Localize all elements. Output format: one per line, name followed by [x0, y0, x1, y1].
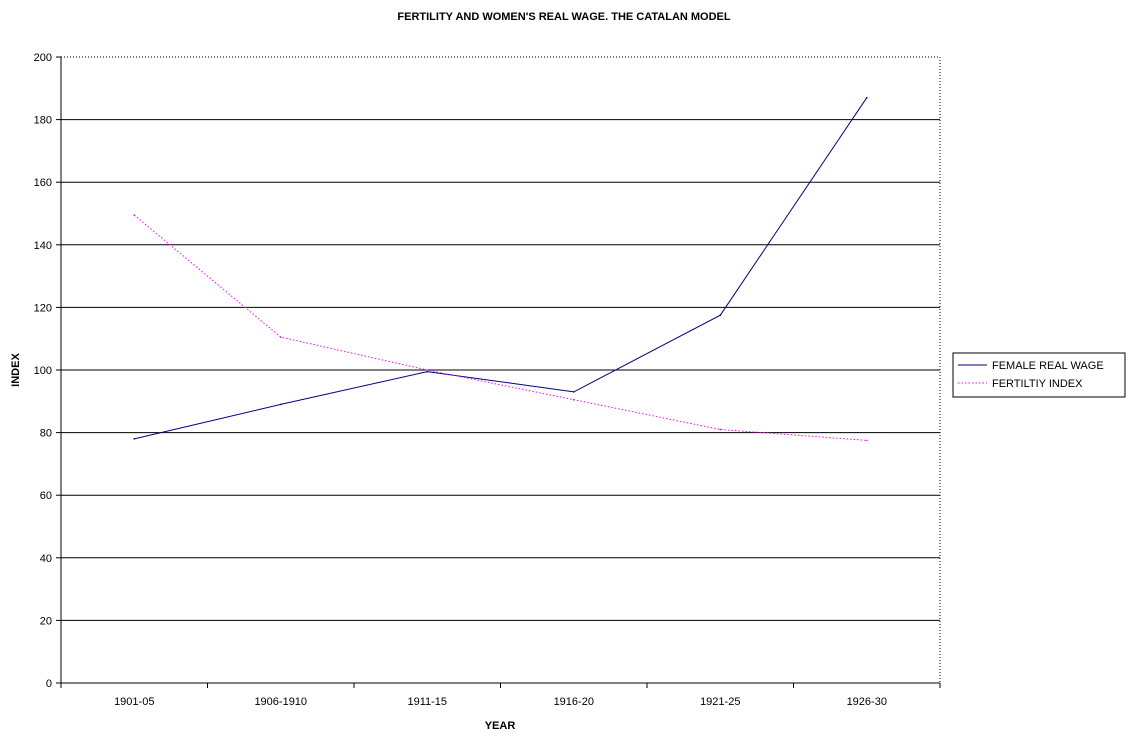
data-point	[572, 398, 575, 401]
data-point	[279, 336, 282, 338]
gridlines	[61, 119, 940, 621]
y-axis-ticks: 0 20 40 60 80 100 120 140 160 180 200	[34, 52, 61, 690]
data-point	[133, 438, 136, 440]
chart-title: FERTILITY AND WOMEN'S REAL WAGE. THE CAT…	[397, 11, 730, 23]
legend-items: FEMALE REAL WAGE FERTILTIY INDEX	[958, 360, 1104, 390]
y-axis-label: INDEX	[10, 353, 22, 387]
data-point	[426, 369, 429, 371]
y-tick-label: 120	[34, 302, 52, 314]
y-tick-label: 100	[34, 365, 52, 377]
y-tick-label: 140	[34, 240, 52, 252]
legend-label: FERTILTIY INDEX	[992, 378, 1083, 390]
series-line	[133, 214, 867, 441]
data-point	[719, 428, 722, 431]
x-axis-label: YEAR	[485, 720, 516, 732]
y-tick-label: 200	[34, 52, 52, 64]
x-tick-label: 1921-25	[700, 696, 740, 708]
data-point	[426, 370, 429, 373]
y-tick-label: 60	[40, 490, 52, 502]
x-tick-label: 1916-20	[554, 696, 594, 708]
data-point	[719, 314, 722, 317]
y-tick-label: 40	[40, 553, 52, 565]
x-tick-label: 1906-1910	[254, 696, 307, 708]
x-tick-label: 1926-30	[847, 696, 887, 708]
y-tick-label: 180	[34, 115, 52, 127]
x-axis-ticks: 1901-05 1906-1910 1911-15 1916-20 1921-25 192…	[60, 683, 941, 708]
data-point	[865, 96, 868, 99]
data-point	[572, 391, 575, 393]
series-lines	[133, 96, 868, 442]
x-tick-label: 1901-05	[114, 696, 154, 708]
y-tick-label: 0	[46, 678, 52, 690]
series-line	[134, 97, 868, 440]
data-point	[865, 439, 868, 442]
data-point	[133, 214, 136, 216]
y-tick-label: 20	[40, 615, 52, 627]
x-tick-label: 1911-15	[407, 696, 447, 708]
legend: FEMALE REAL WAGE FERTILTIY INDEX	[952, 352, 1126, 398]
legend-box	[952, 352, 1126, 398]
legend-label: FEMALE REAL WAGE	[992, 360, 1104, 372]
y-tick-label: 160	[34, 177, 52, 189]
y-tick-label: 80	[40, 428, 52, 440]
data-point	[279, 403, 282, 406]
